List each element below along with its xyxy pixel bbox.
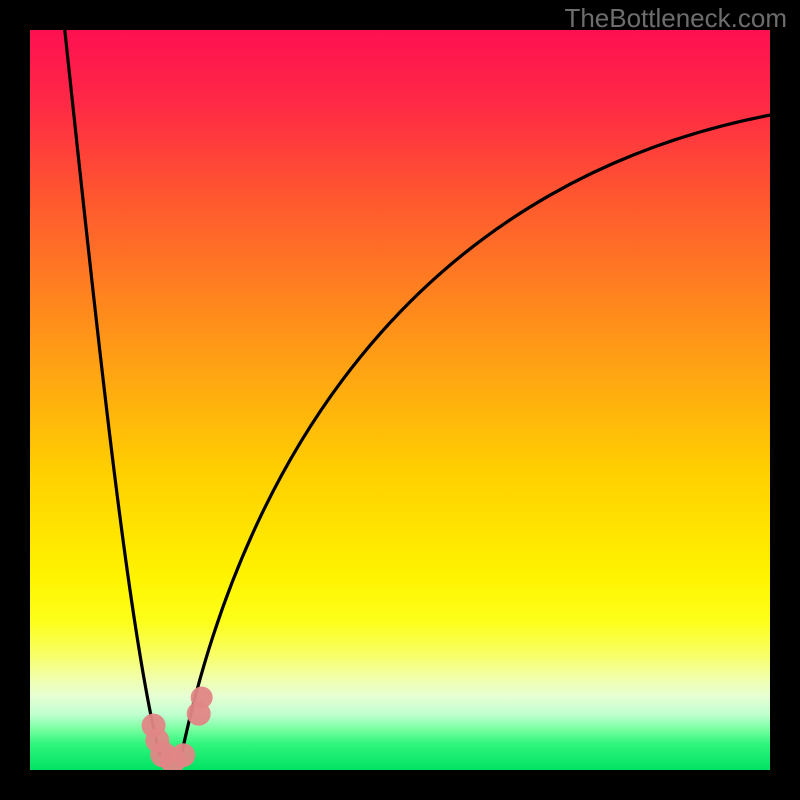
dip-marker	[191, 686, 213, 708]
figure-root: TheBottleneck.com	[0, 0, 800, 800]
plot-svg	[30, 30, 770, 770]
watermark-text: TheBottleneck.com	[564, 3, 787, 34]
dip-marker	[171, 743, 195, 767]
